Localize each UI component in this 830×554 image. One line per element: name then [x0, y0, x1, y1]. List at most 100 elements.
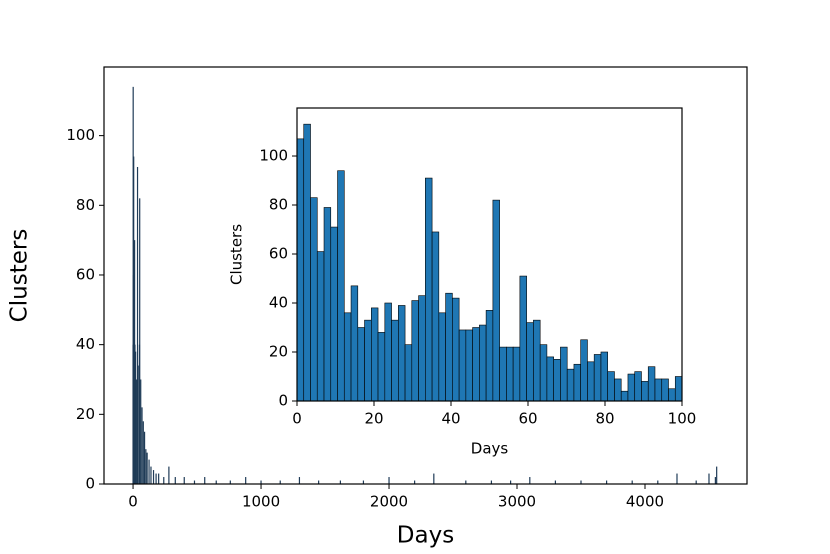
- histogram-bar: [573, 363, 581, 402]
- histogram-bar: [526, 322, 534, 402]
- bar: [183, 477, 185, 484]
- bar: [490, 480, 493, 484]
- x-tick-label: 60: [518, 410, 537, 428]
- histogram-bar: [485, 310, 494, 402]
- bar: [133, 156, 135, 485]
- bar: [414, 480, 416, 484]
- bar: [146, 452, 148, 484]
- histogram-bar: [452, 297, 460, 402]
- bar: [148, 459, 150, 484]
- histogram-bar: [512, 346, 521, 402]
- y-tick-label: 20: [269, 343, 288, 361]
- y-axis-label: Clusters: [7, 229, 33, 323]
- bar: [134, 344, 136, 484]
- bar: [465, 480, 467, 484]
- x-axis-label: Days: [397, 523, 454, 549]
- x-tick-label: 40: [441, 410, 460, 428]
- y-tick-label: 20: [76, 405, 95, 423]
- histogram-bar: [593, 354, 602, 402]
- bar: [631, 480, 633, 484]
- histogram-bar: [398, 305, 406, 402]
- bar: [140, 379, 142, 484]
- bar: [135, 351, 137, 484]
- y-tick-label: 80: [76, 196, 95, 214]
- histogram-bar: [479, 324, 487, 402]
- bar: [152, 470, 155, 484]
- x-tick-label: 2000: [370, 493, 408, 511]
- bar: [193, 480, 196, 484]
- histogram-bar: [337, 170, 345, 402]
- x-tick-label: 80: [595, 410, 614, 428]
- histogram-bar: [371, 307, 379, 402]
- histogram-bar: [431, 231, 440, 402]
- bar: [139, 198, 141, 484]
- y-tick-label: 100: [66, 126, 95, 144]
- histogram-bar: [546, 356, 554, 402]
- histogram-bar: [641, 381, 649, 402]
- histogram-bar: [661, 378, 669, 402]
- histogram-bar: [539, 344, 548, 402]
- histogram-bar: [377, 332, 386, 402]
- bar: [339, 480, 341, 484]
- histogram-bar: [458, 329, 467, 402]
- histogram-bar: [519, 275, 527, 402]
- bar: [163, 477, 165, 484]
- histogram-bar: [647, 366, 656, 402]
- histogram-bar: [418, 295, 426, 402]
- x-tick-label: 0: [292, 410, 302, 428]
- histogram-bar: [330, 226, 338, 402]
- y-axis-label: Clusters: [228, 224, 246, 285]
- bar: [657, 480, 659, 484]
- bar: [580, 480, 582, 484]
- histogram-bar: [587, 361, 595, 402]
- histogram-bar: [533, 319, 541, 402]
- histogram-bar: [323, 207, 332, 402]
- bar: [510, 480, 512, 484]
- bar: [318, 480, 320, 484]
- y-tick-label: 60: [269, 245, 288, 263]
- bar: [168, 466, 170, 484]
- histogram-bar: [343, 312, 352, 402]
- histogram-bar: [303, 123, 311, 402]
- histogram-bar: [566, 368, 575, 402]
- bar: [676, 473, 678, 484]
- histogram-bar: [350, 285, 359, 402]
- bar: [137, 365, 139, 484]
- bar: [204, 477, 206, 484]
- y-tick-label: 0: [85, 475, 95, 493]
- bar: [174, 477, 176, 484]
- bar: [143, 431, 146, 484]
- inset-chart: 0 20 40 60 80 100 0 20 40 60 80 100 Days Clusters: [228, 107, 696, 458]
- bar: [141, 407, 143, 484]
- y-tick-label: 60: [76, 265, 95, 283]
- bar: [158, 473, 160, 484]
- bar: [215, 480, 217, 484]
- histogram-bar: [364, 319, 372, 402]
- x-tick-label: 1000: [242, 493, 280, 511]
- bar: [554, 480, 557, 484]
- bar: [695, 480, 697, 484]
- histogram-bar: [465, 329, 473, 402]
- histogram-bar: [620, 390, 629, 402]
- bar: [155, 473, 157, 484]
- y-tick-label: 80: [269, 196, 288, 214]
- histogram-bar: [580, 339, 588, 402]
- histogram-bar: [674, 376, 683, 402]
- histogram-bar: [627, 373, 636, 402]
- y-tick-label: 40: [76, 335, 95, 353]
- histogram-bar: [404, 344, 413, 402]
- histogram-bar: [296, 138, 305, 402]
- bar: [245, 477, 247, 484]
- bar: [433, 473, 435, 484]
- histogram-bar: [438, 312, 446, 402]
- bar: [136, 166, 139, 484]
- histogram-bar: [472, 327, 480, 402]
- histogram-bar: [357, 327, 365, 402]
- histogram-bar: [607, 371, 615, 402]
- histogram-bar: [553, 359, 561, 402]
- x-tick-label: 3000: [498, 493, 536, 511]
- histogram-bar: [614, 378, 622, 402]
- bar: [714, 477, 716, 484]
- y-tick-label: 100: [259, 147, 288, 165]
